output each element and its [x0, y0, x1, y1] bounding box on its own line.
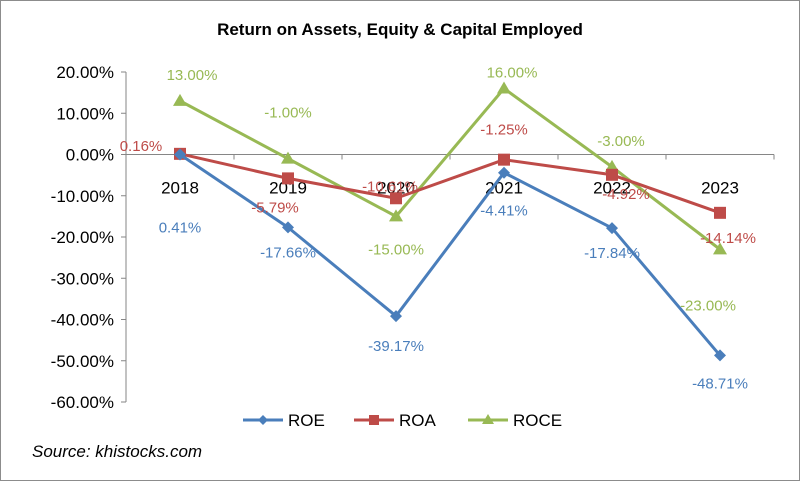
x-axis-ticks: 2018 2019 2020 2021 2022 2023	[125, 154, 775, 198]
data-label-roa: 0.16%	[120, 138, 163, 155]
data-label-roe: -17.84%	[584, 245, 640, 262]
y-tick-label: -10.00%	[51, 187, 114, 206]
legend-label: ROE	[288, 411, 325, 430]
y-tick-label: 10.00%	[56, 104, 114, 123]
series-line-roce	[179, 87, 721, 251]
data-label-roce: -23.00%	[680, 297, 736, 314]
roce-point	[389, 209, 403, 222]
y-tick-label: -60.00%	[51, 393, 114, 412]
legend: ROE ROA ROCE	[243, 411, 562, 430]
data-label-roa: -5.79%	[251, 199, 299, 216]
y-axis-ticks: 20.00% 10.00% 0.00% -10.00% -20.00% -30.00% -4…	[51, 63, 126, 412]
y-tick-label: 0.00%	[66, 146, 114, 165]
x-tick-label: 2023	[701, 179, 739, 198]
legend-label: ROCE	[513, 411, 562, 430]
data-labels: 0.41% -17.66% -39.17% -4.41% -17.84% -48.71% 0…	[120, 65, 756, 393]
roce-point	[713, 242, 727, 255]
series-roe	[174, 148, 726, 362]
data-label-roa: -14.14%	[700, 230, 756, 247]
data-label-roce: 16.00%	[487, 65, 538, 82]
legend-item-roce: ROCE	[468, 411, 562, 430]
legend-marker-roa	[369, 415, 379, 425]
roa-point	[498, 153, 510, 166]
y-tick-label: -50.00%	[51, 352, 114, 371]
x-tick-label: 2022	[593, 179, 631, 198]
data-label-roe: 0.41%	[159, 220, 202, 237]
roe-point	[390, 310, 402, 323]
source-note: Source: khistocks.com	[32, 442, 202, 461]
data-label-roce: -1.00%	[264, 105, 312, 122]
y-tick-label: -30.00%	[51, 269, 114, 288]
y-tick-label: -40.00%	[51, 311, 114, 330]
series-line-roe	[179, 153, 722, 357]
legend-label: ROA	[399, 411, 437, 430]
roa-point	[282, 172, 294, 185]
x-tick-label: 2019	[269, 179, 307, 198]
roce-point	[281, 151, 295, 164]
roa-point	[390, 192, 402, 205]
roe-point	[606, 222, 618, 235]
chart-title: Return on Assets, Equity & Capital Emplo…	[217, 20, 583, 39]
legend-marker-roce	[482, 414, 494, 424]
data-label-roce: 13.00%	[167, 67, 218, 84]
x-tick-label: 2020	[377, 179, 415, 198]
series-layer	[173, 81, 727, 362]
data-label-roa: -4.92%	[602, 186, 650, 203]
data-label-roa: -10.61%	[362, 178, 418, 195]
x-tick-label: 2018	[161, 179, 199, 198]
roa-point	[714, 206, 726, 219]
series-roa	[174, 147, 726, 219]
legend-item-roe: ROE	[243, 411, 325, 430]
roe-point	[282, 221, 294, 234]
data-label-roe: -17.66%	[260, 244, 316, 261]
y-tick-label: 20.00%	[56, 63, 114, 82]
roe-point	[714, 349, 726, 362]
legend-item-roa: ROA	[354, 411, 437, 430]
legend-marker-roe	[258, 415, 268, 425]
roce-point	[173, 93, 187, 106]
data-label-roa: -1.25%	[480, 122, 528, 139]
series-roce	[173, 81, 727, 255]
data-label-roce: -3.00%	[597, 133, 645, 150]
data-label-roe: -4.41%	[480, 203, 528, 220]
data-label-roe: -48.71%	[692, 375, 748, 392]
roa-point	[606, 168, 618, 181]
data-label-roce: -15.00%	[368, 241, 424, 258]
data-label-roe: -39.17%	[368, 338, 424, 355]
roe-point	[498, 166, 510, 179]
y-tick-label: -20.00%	[51, 228, 114, 247]
roe-point	[174, 148, 186, 161]
series-line-roa	[179, 152, 721, 215]
roce-point	[497, 81, 511, 94]
axes	[125, 72, 774, 402]
